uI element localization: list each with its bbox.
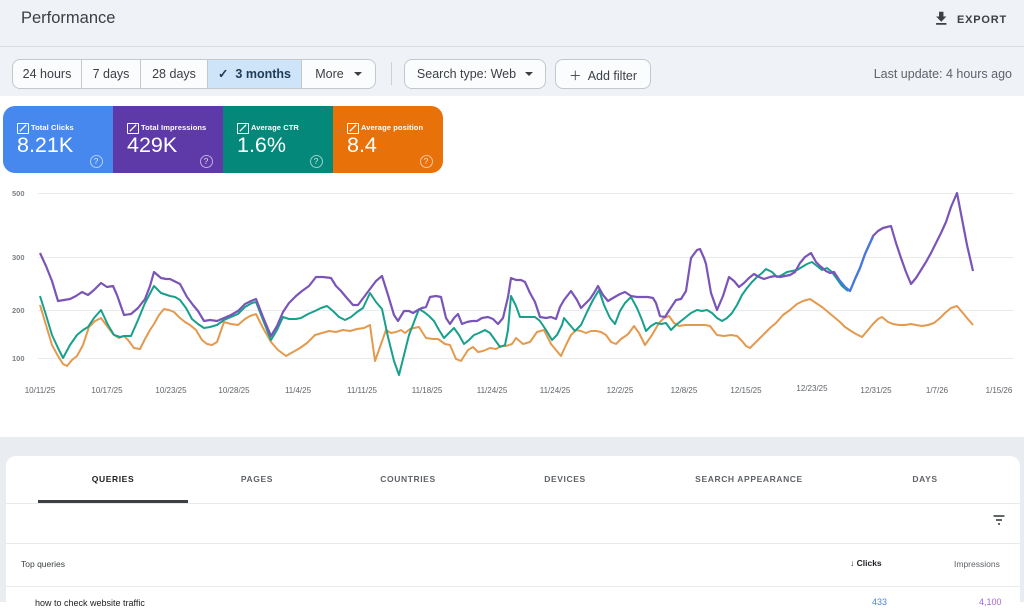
svg-text:12/23/25: 12/23/25 [796,384,828,393]
svg-text:10/23/25: 10/23/25 [155,386,187,395]
svg-text:100: 100 [12,354,25,363]
svg-text:11/18/25: 11/18/25 [412,386,443,395]
svg-text:200: 200 [12,306,25,315]
svg-text:12/2/25: 12/2/25 [607,386,634,395]
svg-text:300: 300 [12,253,25,262]
svg-text:12/8/25: 12/8/25 [671,386,698,395]
svg-text:12/31/25: 12/31/25 [860,386,892,395]
svg-text:1/15/26: 1/15/26 [986,386,1013,395]
svg-text:1/7/26: 1/7/26 [926,386,949,395]
svg-text:10/11/25: 10/11/25 [25,386,56,395]
svg-text:10/17/25: 10/17/25 [91,386,123,395]
svg-text:10/28/25: 10/28/25 [218,386,250,395]
svg-text:500: 500 [12,189,25,198]
svg-text:11/24/25: 11/24/25 [540,386,571,395]
svg-text:12/15/25: 12/15/25 [730,386,762,395]
svg-text:11/24/25: 11/24/25 [477,386,508,395]
svg-text:11/11/25: 11/11/25 [347,386,378,395]
svg-text:11/4/25: 11/4/25 [285,386,312,395]
